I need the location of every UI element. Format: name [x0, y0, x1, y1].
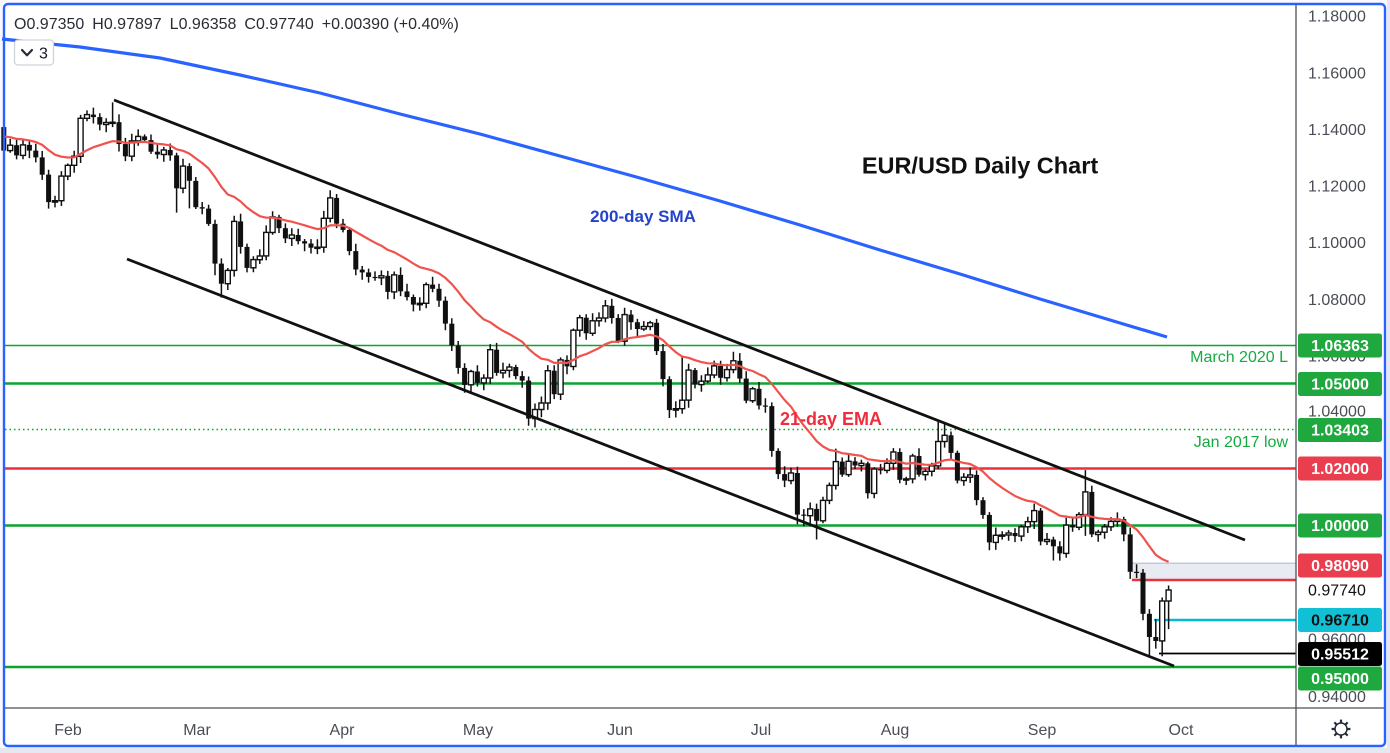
svg-text:1.04000: 1.04000 — [1308, 404, 1366, 421]
svg-text:1.00000: 1.00000 — [1311, 518, 1369, 535]
svg-text:0.96710: 0.96710 — [1311, 613, 1369, 630]
svg-text:1.10000: 1.10000 — [1308, 235, 1366, 252]
svg-text:1.06363: 1.06363 — [1311, 338, 1369, 355]
svg-text:0.95000: 0.95000 — [1311, 671, 1369, 688]
svg-text:21-day EMA: 21-day EMA — [780, 409, 882, 429]
svg-text:March 2020 L: March 2020 L — [1190, 349, 1288, 366]
svg-text:0.97740: 0.97740 — [1308, 583, 1366, 600]
svg-text:1.08000: 1.08000 — [1308, 292, 1366, 309]
svg-text:Feb: Feb — [54, 722, 82, 739]
svg-text:Oct: Oct — [1169, 722, 1194, 739]
svg-text:1.14000: 1.14000 — [1308, 122, 1366, 139]
svg-text:Jan 2017 low: Jan 2017 low — [1194, 434, 1289, 451]
svg-text:1.02000: 1.02000 — [1311, 461, 1369, 478]
svg-text:1.05000: 1.05000 — [1311, 377, 1369, 394]
svg-text:0.98090: 0.98090 — [1311, 558, 1369, 575]
svg-text:1.18000: 1.18000 — [1308, 9, 1366, 26]
svg-text:May: May — [463, 722, 493, 739]
svg-text:EUR/USD Daily Chart: EUR/USD Daily Chart — [862, 153, 1099, 179]
svg-text:3: 3 — [39, 46, 48, 63]
svg-text:O0.97350 H0.97897 L0.96358 C0.: O0.97350 H0.97897 L0.96358 C0.97740 +0.0… — [14, 16, 459, 33]
svg-text:Sep: Sep — [1028, 722, 1057, 739]
svg-text:1.16000: 1.16000 — [1308, 66, 1366, 83]
svg-text:1.03403: 1.03403 — [1311, 423, 1369, 440]
svg-text:0.94000: 0.94000 — [1308, 689, 1366, 706]
svg-text:200-day SMA: 200-day SMA — [590, 207, 696, 226]
svg-text:Jul: Jul — [751, 722, 771, 739]
svg-text:Apr: Apr — [330, 722, 356, 739]
svg-text:Mar: Mar — [183, 722, 211, 739]
svg-text:Jun: Jun — [607, 722, 633, 739]
svg-text:Aug: Aug — [881, 722, 909, 739]
svg-text:1.12000: 1.12000 — [1308, 179, 1366, 196]
svg-text:0.95512: 0.95512 — [1311, 647, 1369, 664]
